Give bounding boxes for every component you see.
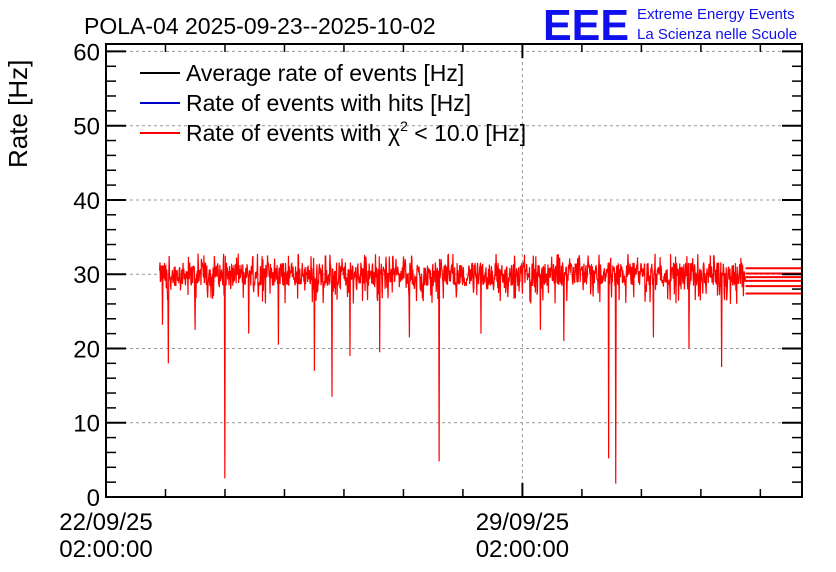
plot-frame-rect (105, 43, 803, 498)
branding-line2: La Scienza nelle Scuole (637, 26, 797, 43)
x-tick-date: 29/09/25 (476, 509, 569, 536)
plot-frame (105, 43, 803, 498)
x-tick-time: 02:00:00 (476, 536, 569, 563)
legend-label-sup: 2 (400, 118, 408, 134)
eee-logo: EEE (543, 1, 629, 50)
legend-label: Average rate of events [Hz] (186, 60, 464, 86)
y-tick-label: 60 (73, 39, 100, 66)
y-tick-label: 30 (73, 262, 100, 289)
y-tick-label: 20 (73, 336, 100, 363)
y-tick-label: 40 (73, 188, 100, 215)
legend-label-chi: χ (388, 120, 400, 146)
legend-label-post: < 10.0 [Hz] (408, 120, 526, 146)
legend-label-pre: Rate of events with (186, 120, 388, 146)
series-line (158, 253, 747, 484)
chart-series (158, 253, 802, 484)
chart-title: POLA-04 2025-09-23--2025-10-02 (84, 13, 436, 39)
y-axis-label: Rate [Hz] (3, 60, 33, 168)
eee-branding: EEE Extreme Energy Events La Scienza nel… (543, 1, 797, 50)
y-axis-ticks: 0 10 20 30 40 50 60 (73, 39, 802, 512)
legend: Average rate of events [Hz] Rate of event… (140, 60, 526, 146)
y-tick-label: 50 (73, 114, 100, 141)
x-tick-date: 22/09/25 (59, 509, 152, 536)
legend-label: Rate of events with χ2 < 10.0 [Hz] (186, 118, 526, 146)
y-tick-label: 10 (73, 411, 100, 438)
branding-line1: Extreme Energy Events (637, 6, 795, 23)
y-tick-label: 0 (87, 485, 100, 512)
x-tick-time: 02:00:00 (59, 536, 152, 563)
legend-label: Rate of events with hits [Hz] (186, 90, 471, 116)
